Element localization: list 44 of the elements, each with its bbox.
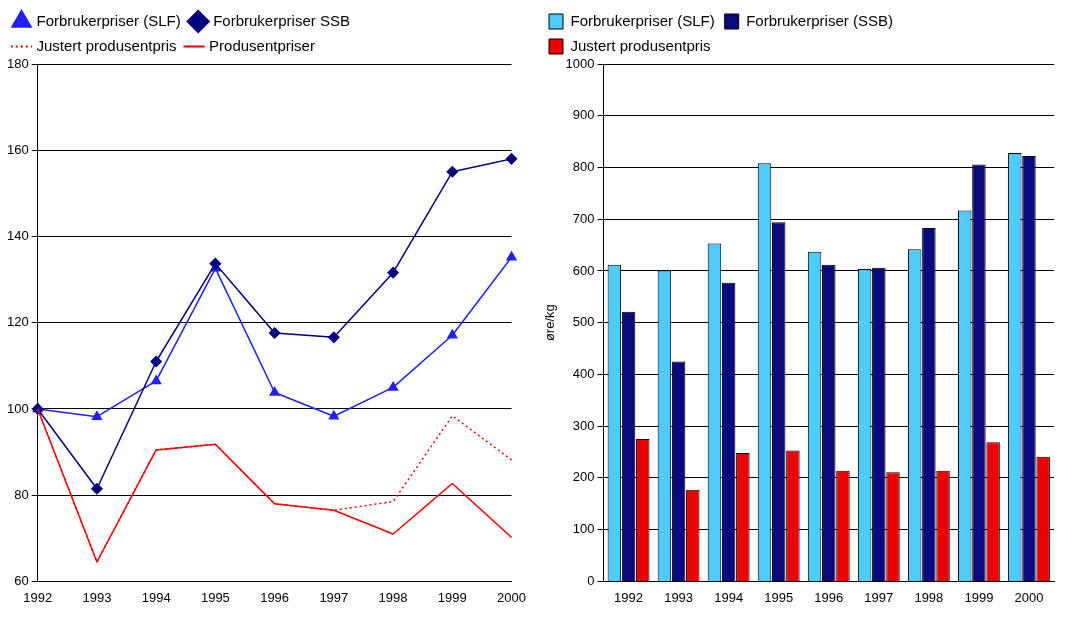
y-tick-label: 100 <box>6 400 29 416</box>
x-tick-label: 1998 <box>914 589 944 605</box>
legend-label: Justert produsentpris <box>570 36 711 54</box>
x-tick-label: 1995 <box>200 589 230 605</box>
legend-label: Forbrukerpriser (SSB) <box>746 11 893 29</box>
x-tick-label: 1995 <box>764 589 794 605</box>
x-tick-label: 1996 <box>260 589 290 605</box>
y-tick-label: 700 <box>572 210 595 226</box>
y-tick-label: 140 <box>6 228 29 244</box>
x-tick-label: 1999 <box>437 589 467 605</box>
y-tick-label: 180 <box>6 55 29 71</box>
legend-label: Forbrukerpriser (SLF) <box>36 11 181 29</box>
x-tick-label: 1993 <box>664 589 694 605</box>
y-tick-label: 400 <box>572 366 595 382</box>
y-tick-label: 0 <box>587 572 595 588</box>
y-axis-title: øre/kg <box>542 304 558 342</box>
y-tick-label: 100 <box>572 521 595 537</box>
legend-label: Produsentpriser <box>209 36 315 54</box>
y-tick-label: 160 <box>6 141 29 157</box>
y-tick-label: 500 <box>572 314 595 330</box>
x-tick-label: 1994 <box>714 589 744 605</box>
y-tick-label: 120 <box>6 314 29 330</box>
y-tick-label: 800 <box>572 159 595 175</box>
legend-label: Justert produsentpris <box>36 36 177 54</box>
x-tick-label: 1996 <box>814 589 844 605</box>
x-tick-label: 1998 <box>378 589 408 605</box>
x-tick-label: 1992 <box>23 589 53 605</box>
x-tick-label: 2000 <box>1014 589 1044 605</box>
legend-label: Forbrukerpriser SSB <box>213 11 350 29</box>
y-tick-label: 600 <box>572 262 595 278</box>
y-tick-label: 200 <box>572 469 595 485</box>
y-tick-label: 80 <box>14 486 29 502</box>
x-tick-label: 1994 <box>141 589 171 605</box>
x-tick-label: 2000 <box>497 589 526 605</box>
y-tick-label: 300 <box>572 417 595 433</box>
y-tick-label: 900 <box>572 107 595 123</box>
y-tick-label: 60 <box>14 572 29 588</box>
y-tick-label: 1000 <box>565 55 595 71</box>
x-tick-label: 1999 <box>964 589 994 605</box>
x-tick-label: 1992 <box>614 589 644 605</box>
legend-label: Forbrukerpriser (SLF) <box>570 11 715 29</box>
x-tick-label: 1993 <box>82 589 112 605</box>
x-tick-label: 1997 <box>319 589 349 605</box>
x-tick-label: 1997 <box>864 589 894 605</box>
